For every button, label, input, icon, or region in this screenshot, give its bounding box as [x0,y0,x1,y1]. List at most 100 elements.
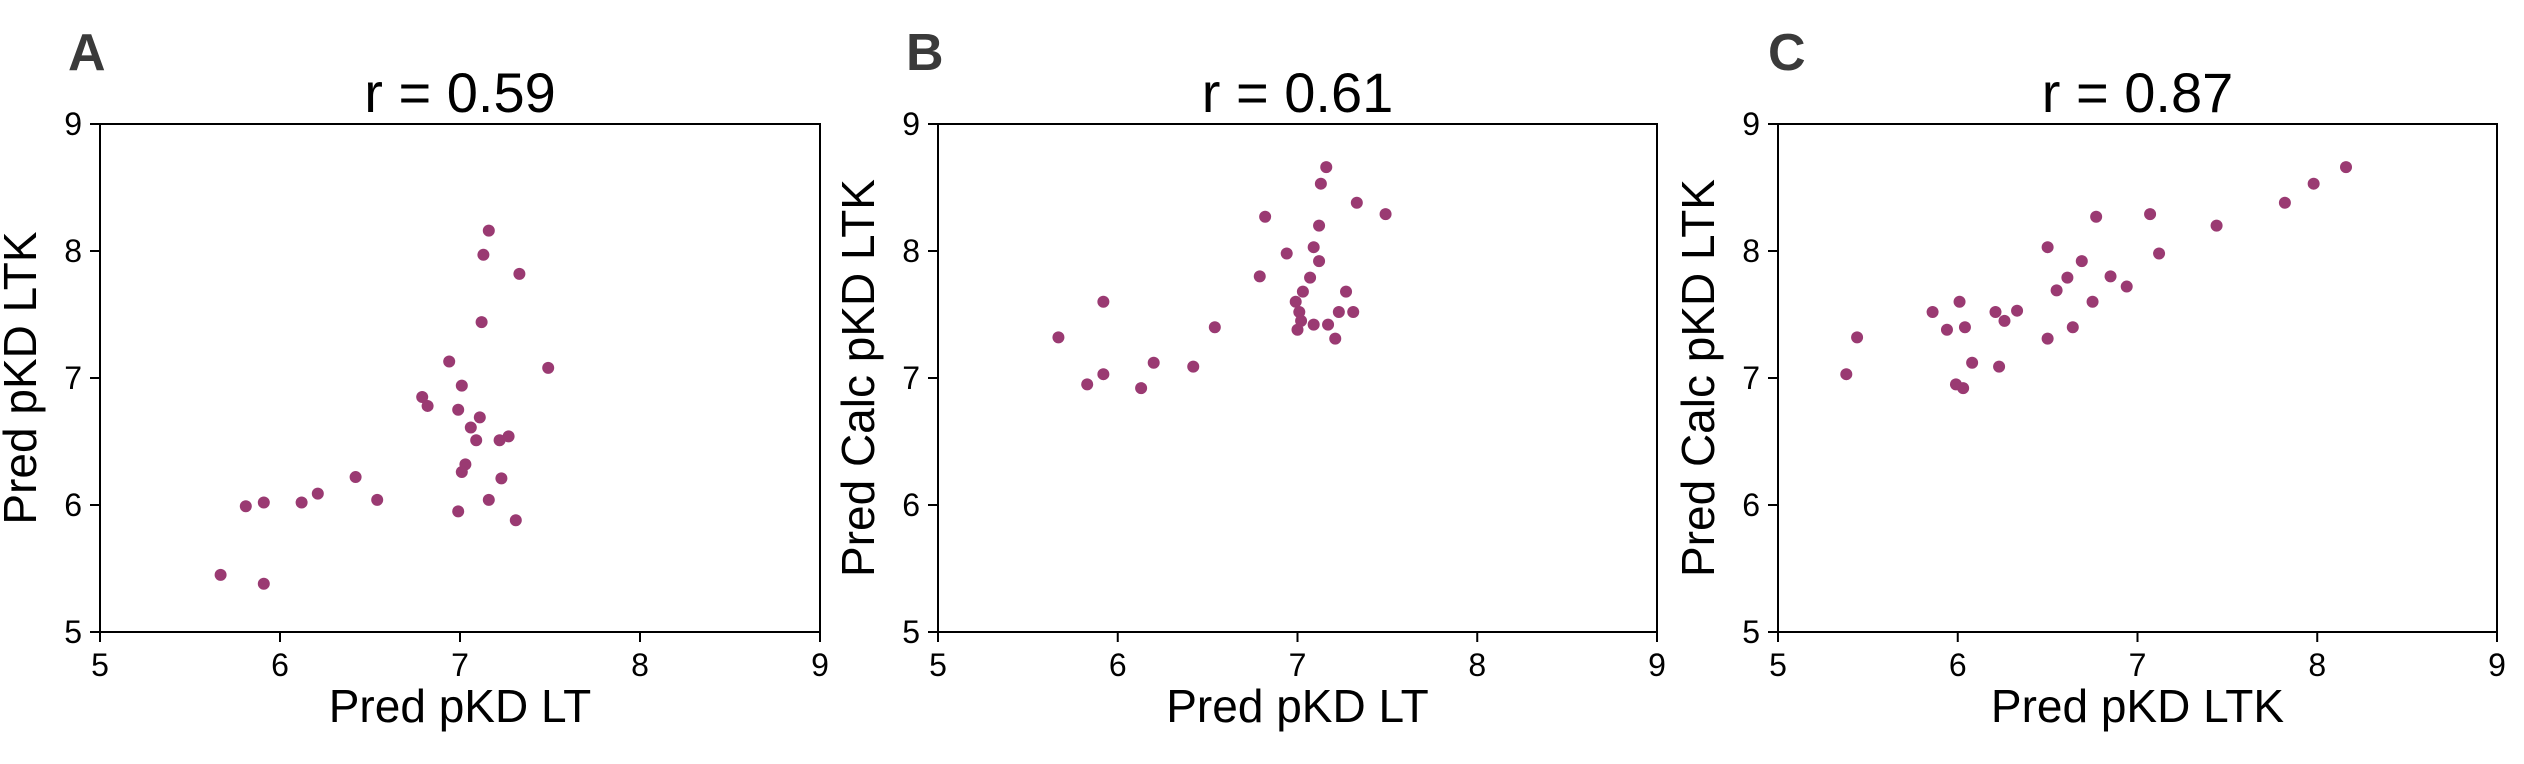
data-point [2061,271,2074,284]
data-point [416,391,429,404]
x-tick-label: 5 [1769,647,1787,683]
data-point [1340,285,1353,298]
data-point [1304,271,1317,284]
y-tick-label: 6 [902,487,920,523]
data-point [257,496,270,509]
y-tick-label: 8 [1742,233,1760,269]
data-point [257,577,270,590]
x-tick-label: 6 [271,647,289,683]
data-point [1135,382,1148,395]
data-point [371,493,384,506]
data-point [2120,280,2133,293]
data-point [1313,219,1326,232]
y-tick-label: 5 [1742,614,1760,650]
data-point [1295,314,1308,327]
data-point [464,421,477,434]
data-point [1322,318,1335,331]
data-point [1958,321,1971,334]
data-point [502,430,515,443]
data-point [493,434,506,447]
data-point [1840,368,1853,381]
data-point [1314,177,1327,190]
y-axis-label: Pred Calc pKD LTK [1672,179,1724,577]
data-point [1259,210,1272,223]
y-tick-label: 8 [64,233,82,269]
x-tick-label: 6 [1949,647,1967,683]
data-point [2210,219,2223,232]
data-point [513,267,526,280]
data-point [1097,295,1110,308]
x-tick-label: 6 [1109,647,1127,683]
data-point [1957,382,1970,395]
data-point [1379,208,1392,221]
data-point [2144,208,2157,221]
data-point [1296,285,1309,298]
data-point [2104,270,2117,283]
x-tick-label: 9 [1648,647,1666,683]
plot-frame [1777,123,2498,633]
x-tick-label: 7 [2129,647,2147,683]
data-point [1280,247,1293,260]
x-tick-label: 7 [1289,647,1307,683]
data-point [2066,321,2079,334]
data-point [239,500,252,513]
data-point [452,403,465,416]
data-point [1347,305,1360,318]
data-point [1940,323,1953,336]
data-point [1966,356,1979,369]
data-point [443,355,456,368]
plot-frame [99,123,821,633]
data-point [1953,295,1966,308]
data-point [477,248,490,261]
y-tick-label: 6 [1742,487,1760,523]
x-tick-label: 8 [1468,647,1486,683]
x-tick-label: 8 [2308,647,2326,683]
data-point [482,224,495,237]
x-tick-label: 5 [929,647,947,683]
panel-letter: C [1768,24,1806,82]
data-point [349,471,362,484]
data-point [1147,356,1160,369]
y-tick-label: 5 [902,614,920,650]
x-tick-label: 9 [2488,647,2506,683]
x-tick-label: 8 [631,647,649,683]
data-point [1329,332,1342,345]
data-point [2278,196,2291,209]
data-point [1097,368,1110,381]
panel-letter: A [68,24,106,82]
y-tick-label: 7 [64,360,82,396]
chart-panel-b: Br = 0.61 5 6 7 8 9 5 6 7 8 9 Pred pKD LT Pred Calc … [832,24,1666,732]
chart-panel-c: Cr = 0.87 5 6 7 8 9 5 6 7 8 9 Pred pKD LTK Pred Calc… [1672,24,2506,732]
data-point [542,361,555,374]
data-point [1926,305,1939,318]
y-tick-label: 7 [1742,360,1760,396]
data-point [2090,210,2103,223]
data-point [509,514,522,527]
data-point [1208,321,1221,334]
data-point [455,379,468,392]
x-axis-label: Pred pKD LT [329,680,591,732]
data-point [2307,177,2320,190]
chart-title: r = 0.59 [364,61,555,124]
y-tick-label: 8 [902,233,920,269]
data-point [295,496,308,509]
data-point [1081,378,1094,391]
data-point [1998,314,2011,327]
data-point [1350,196,1363,209]
data-point [1253,270,1266,283]
data-point [1332,305,1345,318]
y-tick-label: 9 [902,106,920,142]
chart-title: r = 0.61 [1202,61,1393,124]
data-point [455,465,468,478]
data-point [1187,360,1200,373]
data-point [2075,255,2088,268]
data-point [421,399,434,412]
panel-letter: B [906,24,944,82]
y-tick-label: 9 [64,106,82,142]
data-point [2153,247,2166,260]
data-point [1289,295,1302,308]
data-point [311,487,324,500]
data-point [2041,241,2054,254]
data-point [1989,305,2002,318]
